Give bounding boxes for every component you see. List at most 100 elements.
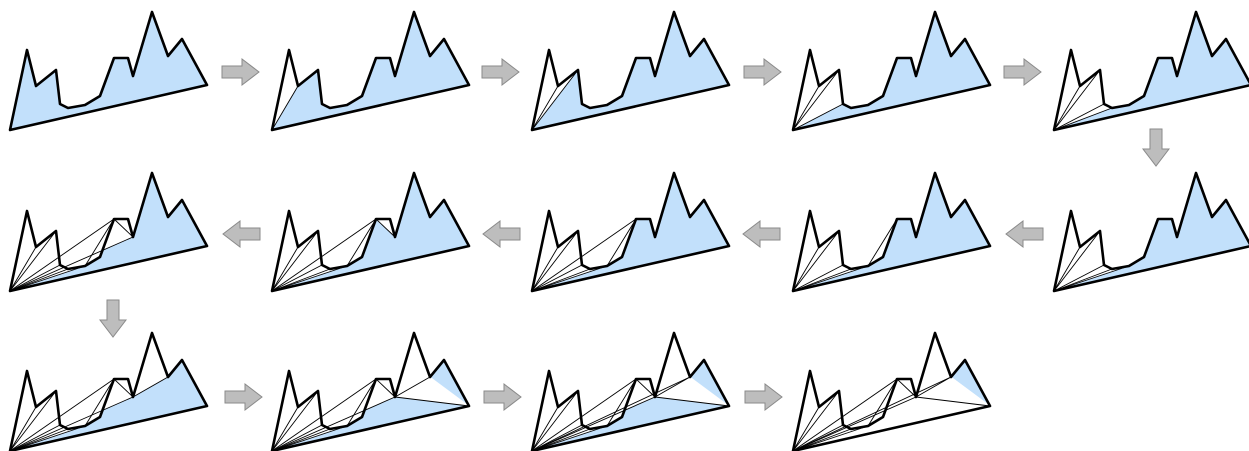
- arrow-down-icon: [1141, 128, 1171, 167]
- polygon-outline: [1052, 10, 1249, 132]
- polygon-outline: [791, 171, 992, 293]
- arrow-right-icon: [481, 57, 520, 87]
- diagonal: [84, 218, 115, 267]
- diagonal: [271, 218, 377, 292]
- diagonal: [271, 396, 396, 451]
- diagonal: [375, 218, 396, 238]
- diagonal: [606, 378, 637, 427]
- diagonal: [132, 376, 169, 398]
- diagonal: [271, 424, 323, 451]
- diagonal: [271, 230, 319, 292]
- diagonal: [1053, 246, 1081, 292]
- diagonal: [531, 376, 691, 451]
- diagonal: [271, 406, 299, 451]
- diagonal: [792, 396, 917, 451]
- panels-group: [8, 10, 1249, 451]
- panel-step-4: [791, 10, 992, 132]
- diagonal: [792, 85, 820, 131]
- diagonal: [271, 85, 299, 131]
- arrow-right-icon: [743, 57, 782, 87]
- diagonal: [271, 390, 319, 451]
- panel-step-7: [791, 171, 992, 293]
- arrow-left-icon: [1005, 219, 1044, 249]
- diagonal: [1053, 85, 1081, 131]
- diagonal: [9, 246, 37, 292]
- diagonal: [915, 396, 991, 407]
- polygon-outline: [530, 331, 731, 451]
- polygon-outline: [270, 10, 471, 132]
- panel-step-8: [530, 171, 731, 293]
- diagonal: [531, 85, 559, 131]
- diagonal: [531, 396, 656, 451]
- diagonal: [606, 218, 637, 267]
- diagonal: [531, 246, 559, 292]
- diagonal: [346, 378, 377, 427]
- diagonal: [9, 378, 115, 451]
- diagonal: [271, 246, 299, 292]
- diagonal: [113, 378, 134, 398]
- panel-step-14: [791, 331, 992, 451]
- panel-step-5: [1052, 10, 1249, 132]
- polygon-outline: [8, 10, 209, 132]
- diagonal: [792, 390, 840, 451]
- arrow-right-icon: [1003, 57, 1042, 87]
- diagonal: [394, 396, 470, 407]
- diagonal: [1053, 103, 1105, 131]
- diagonal: [531, 378, 637, 451]
- polygon-outline: [530, 171, 731, 293]
- diagonal: [531, 69, 579, 131]
- diagonal: [654, 396, 730, 407]
- polygon-outline: [791, 10, 992, 132]
- polygon-outline: [791, 331, 992, 451]
- diagonal: [792, 378, 898, 451]
- arrow-right-icon: [224, 382, 263, 412]
- polygon-outline: [530, 10, 731, 132]
- panel-step-1: [8, 10, 209, 132]
- diagonal: [654, 376, 691, 398]
- panel-step-12: [270, 331, 471, 451]
- arrow-right-icon: [483, 382, 522, 412]
- diagonal: [9, 264, 61, 292]
- diagonal: [792, 69, 840, 131]
- diagonal: [346, 218, 377, 267]
- diagonal: [375, 378, 396, 398]
- diagonal: [867, 378, 898, 427]
- diagonal: [1053, 107, 1113, 131]
- polygon-outline: [270, 171, 471, 293]
- diagonal: [271, 378, 377, 451]
- diagonal: [271, 264, 323, 292]
- arrow-left-icon: [482, 219, 521, 249]
- panel-step-2: [270, 10, 471, 132]
- arrow-down-icon: [98, 299, 128, 338]
- diagonal: [792, 264, 844, 292]
- diagonal: [9, 236, 134, 292]
- arrow-right-icon: [744, 382, 783, 412]
- diagonal: [9, 218, 115, 292]
- diagonal: [792, 103, 844, 131]
- diagonal: [867, 218, 898, 267]
- diagonal: [113, 218, 134, 238]
- panel-step-6: [1052, 171, 1249, 293]
- arrow-left-icon: [742, 219, 781, 249]
- diagonal: [9, 424, 61, 451]
- diagonal: [9, 390, 57, 451]
- diagonal: [1053, 264, 1105, 292]
- diagonal: [531, 230, 579, 292]
- diagonal: [531, 264, 583, 292]
- diagonal: [531, 218, 637, 292]
- polygon-outline: [270, 331, 471, 451]
- diagonal: [9, 406, 37, 451]
- diagonal: [394, 376, 431, 398]
- arrow-left-icon: [222, 219, 261, 249]
- diagonal: [9, 230, 57, 292]
- diagonal: [792, 246, 820, 292]
- panel-step-11: [8, 331, 209, 451]
- diagonal: [531, 390, 579, 451]
- arrow-right-icon: [221, 57, 260, 87]
- polygon-outline: [1052, 171, 1249, 293]
- polygon-outline: [8, 331, 209, 451]
- diagonal: [84, 378, 115, 427]
- diagonal: [9, 396, 134, 451]
- diagonal: [792, 230, 840, 292]
